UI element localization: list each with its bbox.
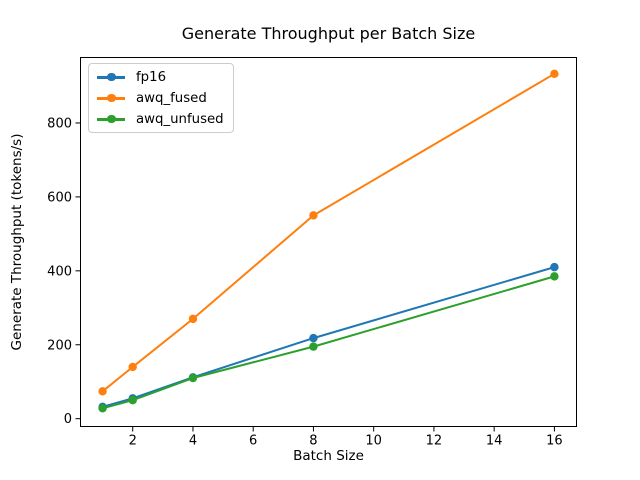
legend-label-awq_unfused: awq_unfused	[136, 111, 224, 127]
legend-marker-dot	[107, 93, 116, 103]
legend-item-awq_fused: awq_fused	[97, 90, 224, 106]
legend-line-marker-icon	[97, 114, 125, 124]
x-tick-label-12: 12	[426, 434, 443, 449]
y-tick-label-200: 200	[47, 338, 72, 353]
legend-label-fp16: fp16	[136, 69, 167, 85]
x-tick-label-16: 16	[546, 434, 563, 449]
data-point-fp16-bs16	[550, 262, 559, 272]
axes-frame	[80, 57, 577, 427]
legend-line-marker-icon	[97, 72, 125, 82]
data-point-awq_fused-bs2	[128, 362, 137, 372]
data-point-awq_unfused-bs2	[128, 396, 137, 405]
y-tick-label-400: 400	[47, 264, 72, 279]
y-tick-label-600: 600	[47, 190, 72, 205]
data-point-awq_fused-bs8	[309, 211, 318, 220]
data-point-awq_unfused-bs16	[550, 272, 559, 281]
data-point-awq_fused-bs1	[98, 387, 107, 396]
legend-line-marker-icon	[97, 93, 125, 103]
data-point-awq_unfused-bs4	[188, 373, 198, 383]
legend: fp16 awq_fused awq_unfused	[88, 63, 234, 133]
data-point-awq_fused-bs4	[188, 314, 198, 324]
x-tick-label-8: 8	[309, 434, 317, 449]
legend-label-awq_fused: awq_fused	[136, 90, 207, 106]
data-point-awq_unfused-bs8	[309, 342, 318, 351]
y-tick-label-0: 0	[64, 412, 72, 427]
legend-marker-dot	[107, 72, 116, 82]
x-tick-label-10: 10	[365, 434, 382, 449]
data-point-awq_unfused-bs1	[98, 404, 107, 413]
y-axis-label: Generate Throughput (tokens/s)	[9, 133, 25, 351]
y-tick-label-800: 800	[47, 116, 72, 131]
x-tick-label-6: 6	[249, 434, 257, 449]
x-tick-label-4: 4	[189, 434, 197, 449]
x-tick-label-14: 14	[486, 434, 503, 449]
chart-title: Generate Throughput per Batch Size	[181, 24, 476, 43]
data-point-fp16-bs8	[309, 333, 318, 343]
x-axis-label: Batch Size	[293, 448, 364, 464]
legend-item-fp16: fp16	[97, 69, 224, 85]
data-point-awq_fused-bs16	[550, 69, 559, 79]
legend-item-awq_unfused: awq_unfused	[97, 111, 224, 127]
x-tick-label-2: 2	[129, 434, 137, 449]
legend-marker-dot	[107, 114, 116, 124]
